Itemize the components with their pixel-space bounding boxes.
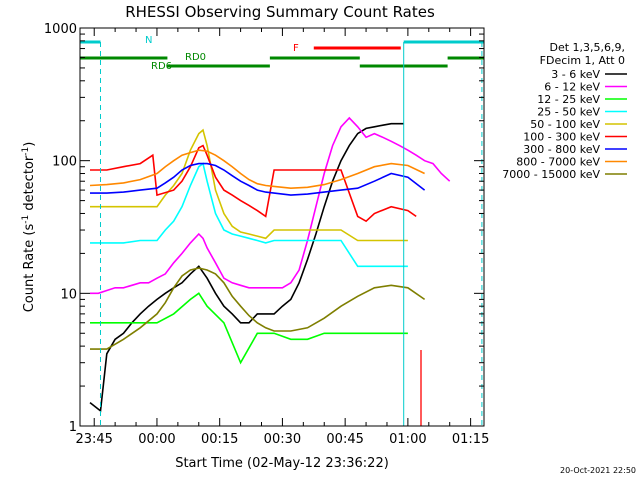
footer-date: 20-Oct-2021 22:50 [560, 466, 636, 475]
y-axis: 1 10 100 1000 [44, 22, 484, 435]
x-tick-label-3: 00:30 [264, 432, 301, 447]
y-tick-label-1: 10 [60, 287, 77, 302]
x-tick-label-2: 00:15 [201, 432, 238, 447]
legend: Det 1,3,5,6,9, FDecim 1, Att 0 3 - 6 keV… [502, 41, 627, 181]
x-tick-label-4: 00:45 [326, 432, 363, 447]
legend-label-6: 300 - 800 keV [523, 143, 600, 156]
series-line-8 [90, 267, 426, 350]
legend-label-1: 6 - 12 keV [544, 81, 600, 94]
annotation-label-1: RD0 [185, 52, 206, 63]
annotation-label-0: N [145, 35, 152, 46]
y-tick-label-3: 1000 [44, 22, 77, 37]
legend-header-line2: FDecim 1, Att 0 [540, 54, 625, 67]
legend-label-0: 3 - 6 keV [551, 68, 600, 81]
legend-header-line1: Det 1,3,5,6,9, [549, 41, 625, 54]
legend-label-2: 12 - 25 keV [537, 93, 600, 106]
series-line-6 [90, 162, 426, 196]
legend-label-3: 25 - 50 keV [537, 106, 600, 119]
legend-label-8: 7000 - 15000 keV [502, 168, 600, 181]
chart-title: RHESSI Observing Summary Count Rates [125, 3, 435, 21]
series-group [89, 116, 451, 413]
series-line-1 [90, 116, 451, 295]
annotation-bars: N RD0 RD6 F [79, 28, 484, 426]
x-tick-label-5: 01:00 [389, 432, 426, 447]
plot-frame [79, 27, 485, 427]
x-tick-label-0: 23:45 [75, 432, 112, 447]
y-tick-label-2: 100 [52, 155, 77, 170]
series-line-7 [89, 149, 425, 190]
series-line-2 [90, 292, 408, 365]
legend-label-5: 100 - 300 keV [523, 131, 600, 144]
series-line-4 [90, 128, 408, 242]
y-axis-label: Count Rate (s-1 detector-1) [21, 142, 37, 313]
x-tick-label-6: 01:15 [452, 432, 489, 447]
x-tick-label-1: 00:00 [138, 432, 175, 447]
x-axis-label: Start Time (02-May-12 23:36:22) [175, 456, 389, 471]
legend-label-4: 50 - 100 keV [530, 118, 600, 131]
series-line-3 [90, 162, 408, 268]
legend-label-7: 800 - 7000 keV [516, 156, 600, 169]
annotation-label-2: RD6 [151, 61, 172, 72]
y-tick-label-0: 1 [69, 420, 77, 435]
series-line-0 [89, 122, 404, 413]
plot-area: N RD0 RD6 F [79, 28, 484, 426]
annotation-label-3: F [293, 43, 299, 54]
x-axis: 23:45 00:00 00:15 00:30 00:45 01:00 01:15 [75, 28, 489, 447]
